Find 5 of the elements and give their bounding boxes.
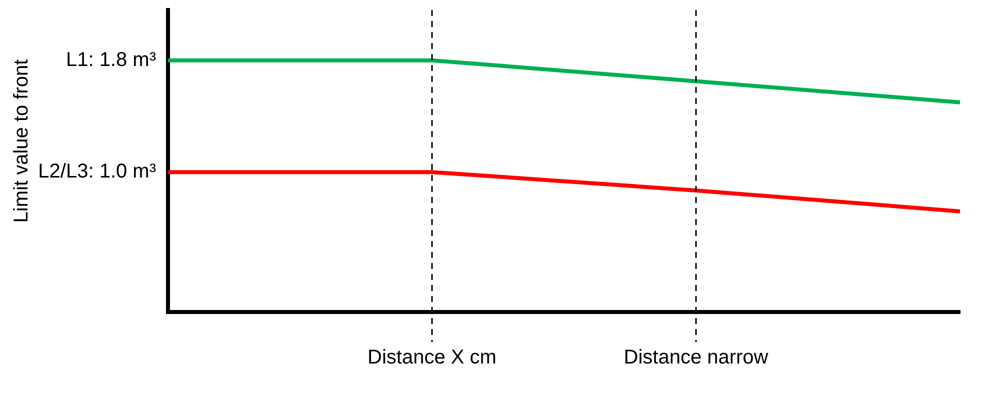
x-tick-label: Distance X cm (368, 346, 496, 369)
x-tick-label: Distance narrow (624, 346, 769, 369)
text: Limit value to front (10, 58, 33, 223)
text: L1: 1.8 m³ (66, 48, 156, 71)
text: L2/L3: 1.0 m³ (38, 160, 156, 183)
